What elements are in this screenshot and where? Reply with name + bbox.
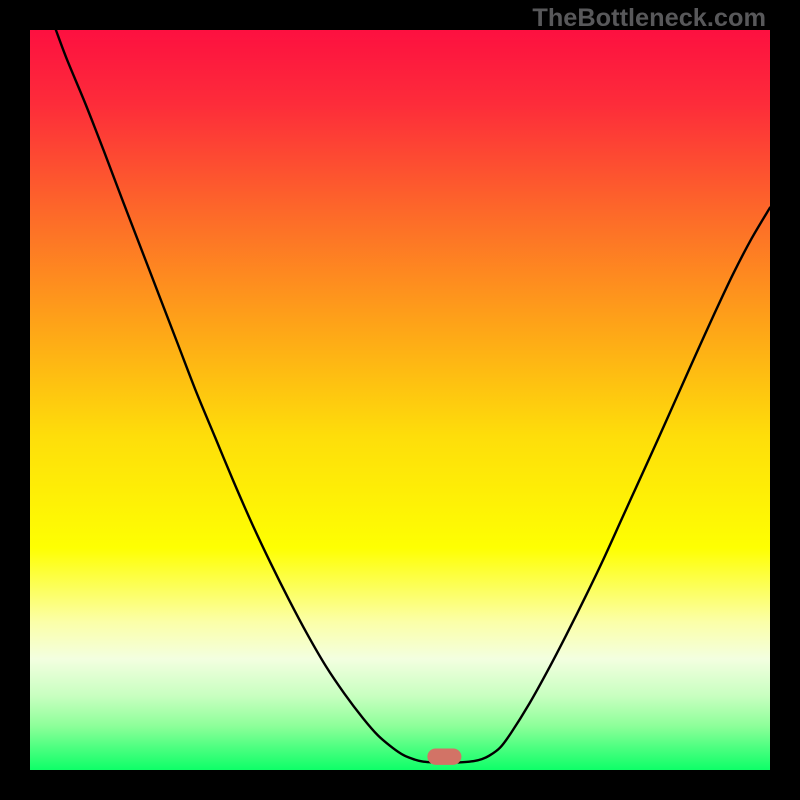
plot-area xyxy=(30,30,770,770)
frame-bottom xyxy=(0,770,800,800)
frame-left xyxy=(0,30,30,770)
bottleneck-curve xyxy=(30,30,770,770)
optimum-marker xyxy=(427,749,461,765)
curve-path xyxy=(56,30,770,763)
frame-right xyxy=(770,30,800,770)
watermark-text: TheBottleneck.com xyxy=(532,4,766,33)
